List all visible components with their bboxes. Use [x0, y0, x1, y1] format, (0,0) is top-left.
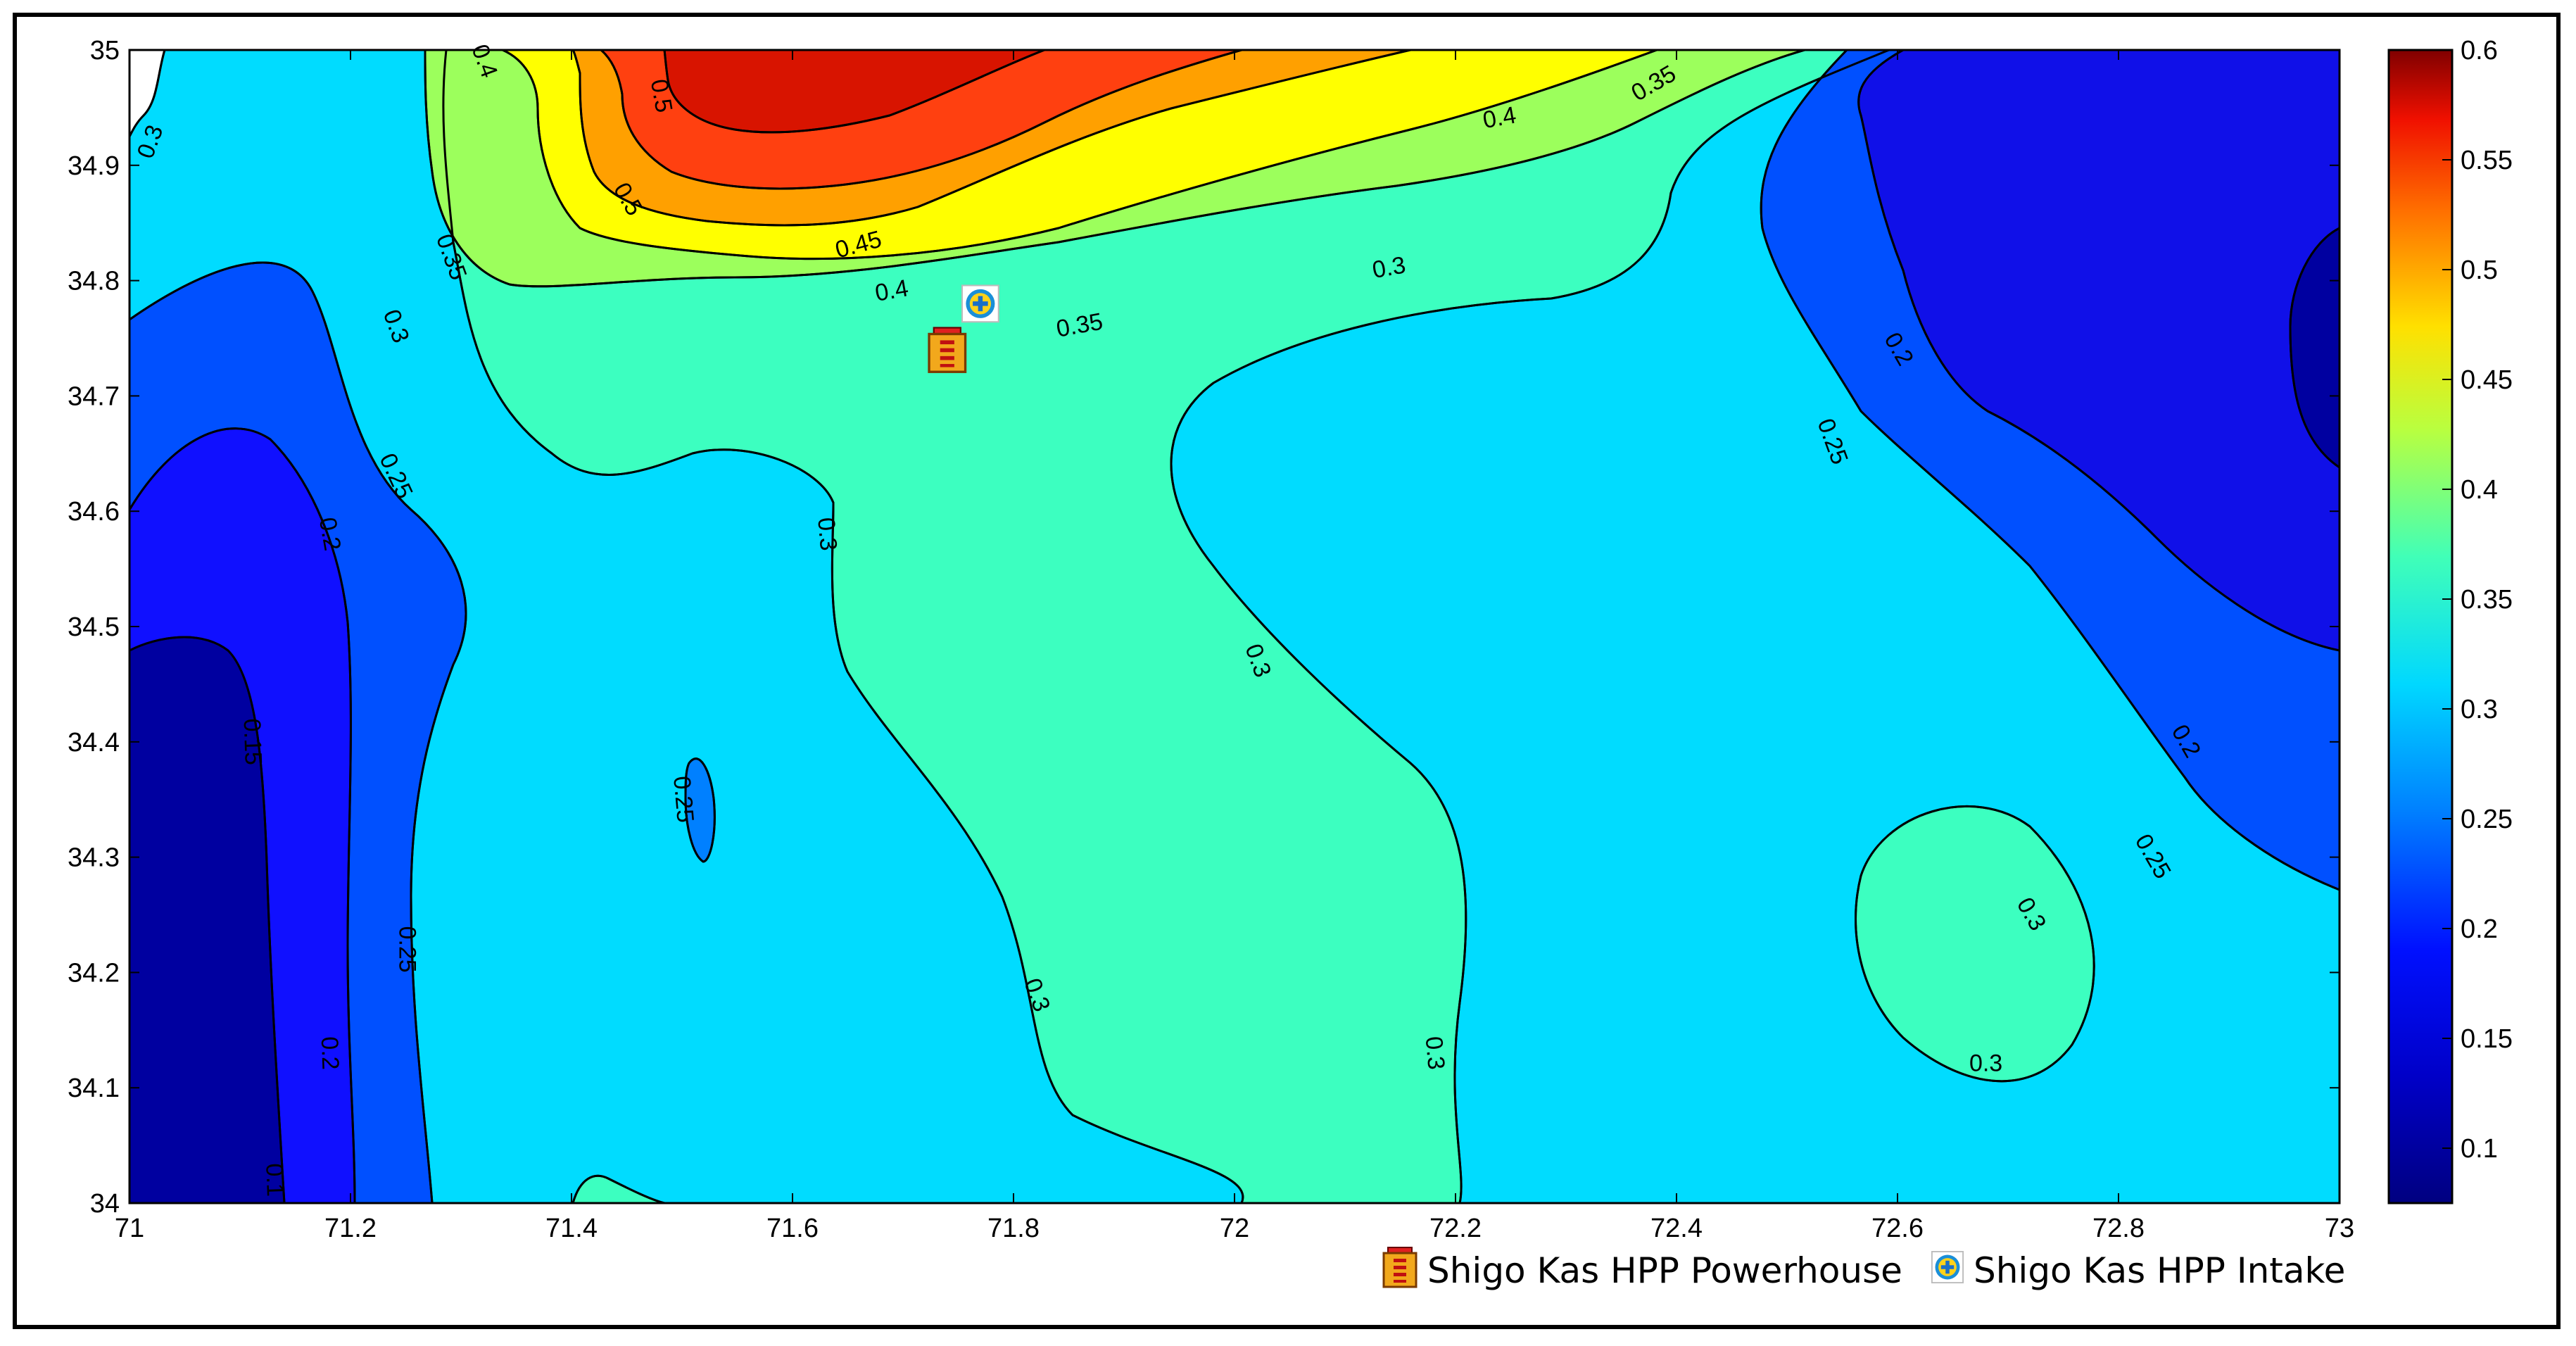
y-axis-ticks: 34 34.1 34.2 34.3 34.4 34.5 34.6 34.7 34.8 34.9 35 [68, 36, 2340, 1219]
x-axis-ticks: 71 71.2 71.4 71.6 71.8 72 72.2 72.4 72.6 72.8 73 [115, 50, 2354, 1243]
y-tick-label: 34.5 [68, 612, 120, 642]
contour-label: 0.25 [394, 926, 421, 973]
y-tick-label: 34.6 [68, 497, 120, 527]
x-tick-label: 71.8 [987, 1214, 1040, 1243]
x-tick-label: 72 [1220, 1214, 1249, 1243]
y-tick-label: 34.4 [68, 728, 120, 757]
colorbar-tick-label: 0.3 [2461, 695, 2498, 724]
x-tick-label: 72.4 [1650, 1214, 1703, 1243]
contour-label: 0.3 [1370, 251, 1408, 284]
contour-label: 0.5 [645, 77, 678, 115]
contour-bands [130, 50, 2340, 1203]
x-tick-label: 72.8 [2092, 1214, 2145, 1243]
x-tick-label: 72.6 [1871, 1214, 1924, 1243]
colorbar [2387, 49, 2454, 1205]
y-tick-label: 34.1 [68, 1074, 120, 1103]
legend: Shigo Kas HPP Powerhouse Shigo Kas HPP I… [1382, 1246, 2345, 1291]
colorbar-tick-label: 0.15 [2461, 1024, 2513, 1054]
colorbar-tick-label: 0.2 [2461, 914, 2498, 944]
colorbar-ticks: 0.1 0.15 0.2 0.25 0.3 0.35 0.4 0.45 0.5 0.55 0.6 [2442, 36, 2513, 1164]
y-tick-label: 34.9 [68, 151, 120, 181]
contour-label: 0.4 [1481, 101, 1518, 134]
contour-label: 0.3 [1969, 1050, 2002, 1076]
x-tick-label: 71.4 [545, 1214, 598, 1243]
y-tick-label: 34.8 [68, 267, 120, 296]
y-tick-label: 34.2 [68, 958, 120, 988]
contour-lines [130, 50, 2340, 1203]
contour-label: 0.2 [314, 515, 346, 553]
powerhouse-marker [928, 326, 967, 373]
y-tick-label: 35 [90, 36, 120, 65]
colorbar-tick-label: 0.45 [2461, 365, 2513, 395]
contour-label: 0.3 [1420, 1036, 1450, 1071]
legend-label-intake: Shigo Kas HPP Intake [1974, 1250, 2345, 1291]
colorbar-tick-label: 0.55 [2461, 146, 2513, 175]
colorbar-tick-label: 0.6 [2461, 36, 2498, 65]
y-tick-label: 34 [90, 1189, 120, 1219]
figure-frame: 0.3 0.35 0.3 0.25 0.2 0.15 0.25 0.2 0.1 0.5 0.5 0.4… [13, 13, 2561, 1329]
x-tick-label: 71 [115, 1214, 144, 1243]
legend-label-powerhouse: Shigo Kas HPP Powerhouse [1427, 1250, 1902, 1291]
y-tick-label: 34.3 [68, 843, 120, 873]
colorbar-tick-label: 0.1 [2461, 1134, 2498, 1164]
y-tick-label: 34.7 [68, 382, 120, 411]
x-tick-label: 71.2 [324, 1214, 377, 1243]
contour-label: 0.4 [873, 275, 910, 307]
contour-chart: 0.3 0.35 0.3 0.25 0.2 0.15 0.25 0.2 0.1 0.5 0.5 0.4… [68, 36, 2513, 1291]
contour-label: 0.15 [239, 718, 267, 765]
colorbar-tick-label: 0.25 [2461, 805, 2513, 834]
contour-label: 0.1 [260, 1163, 289, 1197]
x-tick-label: 72.2 [1429, 1214, 1482, 1243]
intake-marker [961, 284, 999, 323]
colorbar-tick-label: 0.4 [2461, 475, 2498, 505]
contour-label: 0.2 [316, 1036, 344, 1071]
x-tick-label: 71.6 [766, 1214, 819, 1243]
contour-label: 0.25 [668, 775, 699, 824]
powerhouse-icon [1382, 1246, 1418, 1288]
colorbar-tick-label: 0.5 [2461, 256, 2498, 285]
contour-label: 0.3 [812, 517, 842, 552]
intake-icon [1931, 1251, 1964, 1283]
x-tick-label: 73 [2325, 1214, 2354, 1243]
colorbar-tick-label: 0.35 [2461, 585, 2513, 615]
